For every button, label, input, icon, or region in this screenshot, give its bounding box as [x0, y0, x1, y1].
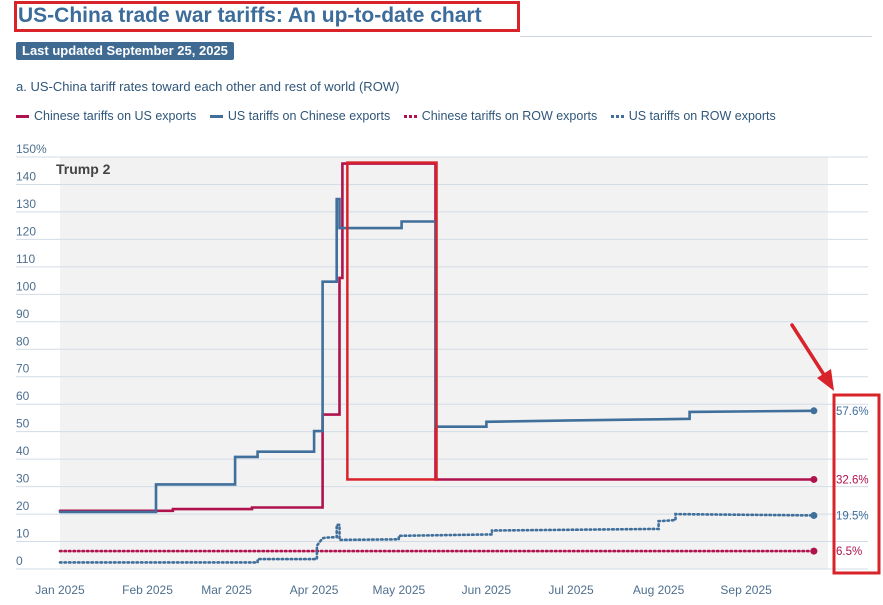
y-tick-label: 10: [16, 527, 30, 541]
legend-label: US tariffs on Chinese exports: [227, 109, 391, 123]
series-china-on-row-end-marker: [810, 547, 818, 555]
series-us-on-row: [58, 512, 816, 564]
end-label: 6.5%: [836, 546, 862, 558]
y-tick-label: 120: [16, 224, 36, 238]
end-labels-highlight-box: [832, 393, 881, 575]
legend-item-us-on-row: US tariffs on ROW exports: [610, 109, 776, 123]
page-title: US-China trade war tariffs: An up-to-dat…: [18, 4, 482, 27]
y-tick-label: 20: [16, 499, 30, 513]
legend-label: Chinese tariffs on ROW exports: [421, 109, 598, 123]
y-tick-label: 100: [16, 279, 36, 293]
y-tick-label: 110: [16, 252, 35, 266]
y-tick-label: 60: [16, 389, 30, 403]
x-tick-label: Jun 2025: [462, 583, 512, 597]
x-tick-label: Feb 2025: [122, 583, 173, 597]
x-tick-label: Aug 2025: [633, 583, 685, 597]
legend-item-china-on-row: Chinese tariffs on ROW exports: [403, 109, 598, 123]
y-tick-label: 70: [16, 362, 30, 376]
legend-label: Chinese tariffs on US exports: [34, 109, 197, 123]
legend-swatch: [403, 115, 417, 119]
y-tick-label: 50: [16, 417, 30, 431]
y-tick-label: 140: [16, 169, 36, 183]
last-updated-badge: Last updated September 25, 2025: [16, 42, 234, 60]
end-label: 32.6%: [836, 474, 869, 486]
y-tick-label: 0: [16, 554, 23, 568]
end-label: 19.5%: [836, 510, 869, 522]
x-tick-label: May 2025: [372, 583, 425, 597]
plot-background: [60, 157, 828, 569]
legend-swatch: [610, 115, 624, 119]
peak-highlight-box: [346, 161, 438, 481]
y-tick-label: 150%: [16, 142, 47, 156]
legend-item-us-on-china: US tariffs on Chinese exports: [209, 109, 391, 123]
legend-swatch: [16, 115, 29, 119]
title-highlight-box: [14, 1, 520, 32]
series-china-on-us-end-marker: [810, 475, 818, 483]
y-tick-label: 30: [16, 472, 30, 486]
arrow-shaft: [790, 323, 828, 380]
series-us-on-row-end-marker: [810, 511, 818, 519]
chart-subtitle: a. US-China tariff rates toward each oth…: [16, 79, 400, 94]
y-tick-label: 90: [16, 307, 30, 321]
y-tick-label: 80: [16, 334, 30, 348]
title-rule: [520, 36, 872, 37]
x-tick-label: Mar 2025: [201, 583, 252, 597]
series-us-on-china-end-marker: [810, 407, 818, 415]
chart-legend: Chinese tariffs on US exports US tariffs…: [16, 109, 786, 123]
legend-swatch: [209, 115, 223, 119]
x-tick-label: Jul 2025: [548, 583, 594, 597]
trump-2-annotation: Trump 2: [56, 161, 111, 177]
x-tick-label: Sep 2025: [720, 583, 772, 597]
x-tick-label: Apr 2025: [290, 583, 339, 597]
end-label: 57.6%: [836, 406, 869, 418]
series-us-on-china: [58, 197, 816, 514]
y-tick-label: 130: [16, 197, 36, 211]
x-tick-label: Jan 2025: [35, 583, 85, 597]
y-tick-label: 40: [16, 444, 30, 458]
legend-label: US tariffs on ROW exports: [628, 109, 776, 123]
legend-item-china-on-us: Chinese tariffs on US exports: [16, 109, 196, 123]
arrow-head: [817, 369, 834, 391]
